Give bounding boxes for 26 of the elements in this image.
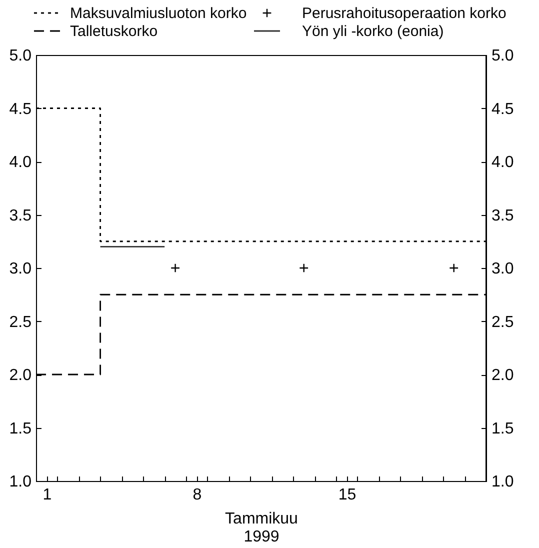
x-tick-label: 8	[192, 486, 202, 504]
y2-tick-label: 3.0	[492, 260, 514, 278]
y-tick-label: 5.0	[9, 48, 32, 64]
y2-tick-label: 1.5	[492, 420, 514, 438]
y-tick-label: 3.5	[9, 207, 32, 224]
x-tick-label: 1	[42, 486, 52, 504]
legend-label: Perusrahoitusoperaation korko	[302, 5, 506, 22]
y2-tick-label: 4.5	[492, 100, 514, 118]
y2-tick-label: 3.5	[492, 207, 514, 224]
legend-label: Yön yli -korko (eonia)	[302, 23, 444, 40]
y-tick-label: 1.0	[9, 474, 32, 490]
y-tick-label: 2.0	[9, 367, 32, 384]
y-tick-label: 2.5	[9, 314, 32, 331]
y2-tick-label: 2.5	[492, 314, 514, 331]
y-tick-label: 4.0	[9, 154, 32, 171]
y2-tick-label: 1.0	[492, 474, 514, 490]
y-tick-label: 1.5	[9, 420, 32, 438]
y-tick-label: 3.0	[9, 260, 32, 278]
x-axis-title: Tammikuu 1999	[225, 510, 298, 546]
legend-label: Maksuvalmiusluoton korko	[70, 5, 247, 22]
y2-tick-label: 2.0	[492, 367, 514, 384]
y-tick-label: 4.5	[9, 100, 32, 118]
y2-tick-label: 5.0	[492, 48, 514, 64]
x-tick-label: 15	[338, 486, 356, 504]
legend-label: Talletuskorko	[70, 23, 158, 40]
y2-tick-label: 4.0	[492, 154, 514, 171]
